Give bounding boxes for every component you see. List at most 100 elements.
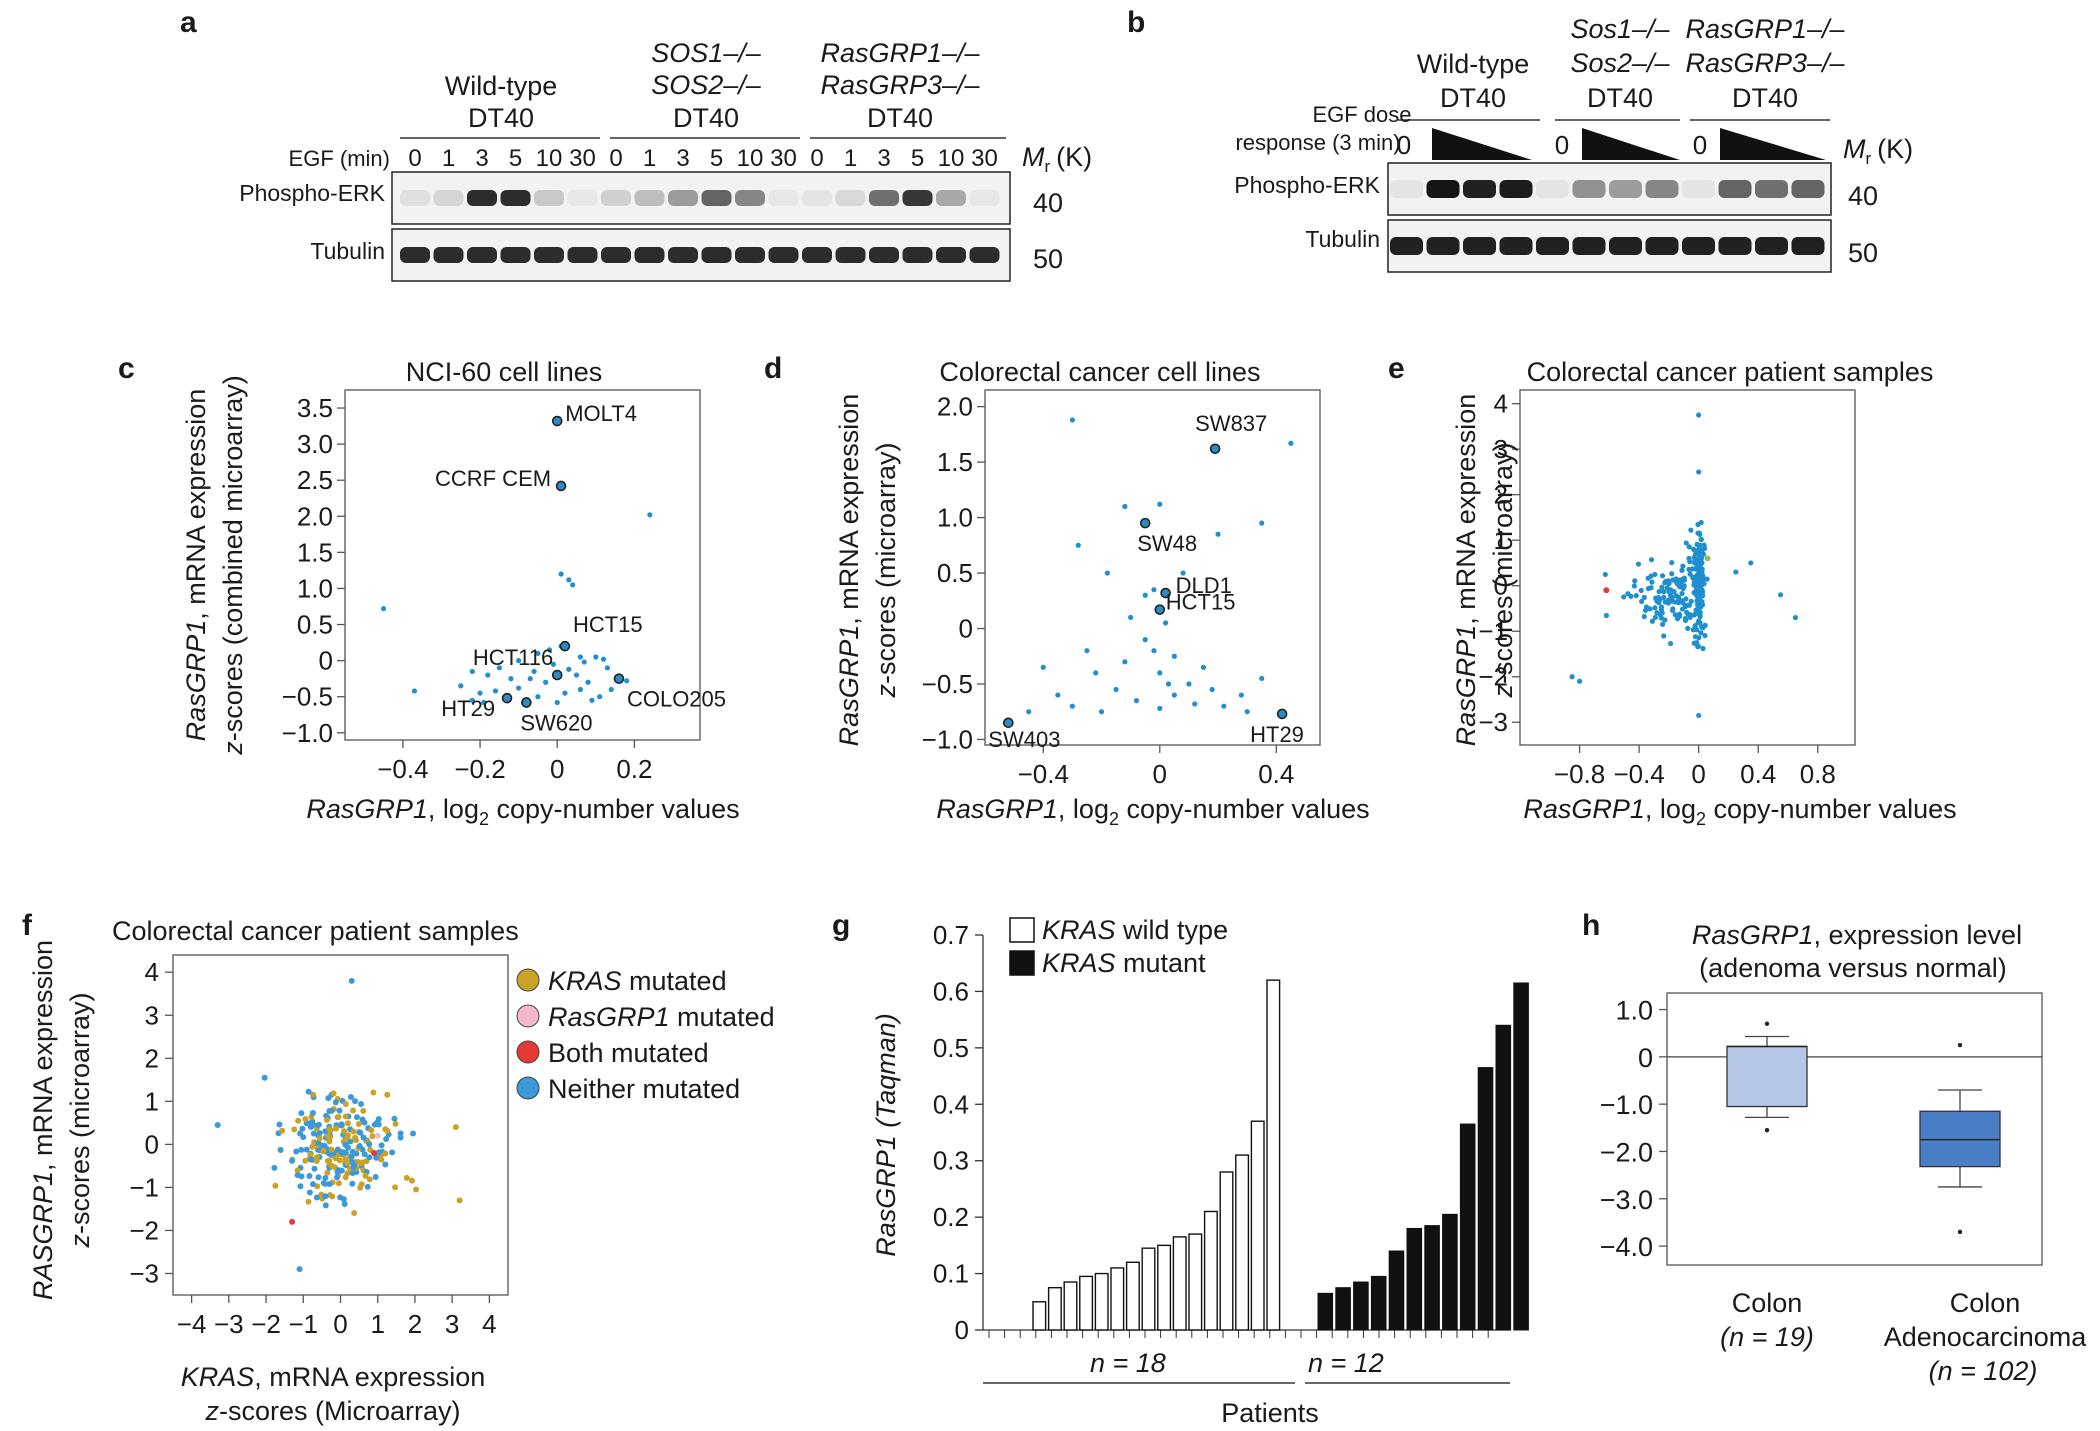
a-group-2-line1: SOS1–/– (651, 38, 762, 68)
e-point (1697, 531, 1703, 538)
e-point (1696, 469, 1702, 475)
f-point (330, 1090, 337, 1097)
f-point (350, 1128, 357, 1135)
d-x-tick-label: 0 (1153, 759, 1167, 789)
f-point (310, 1130, 317, 1137)
c-point (570, 582, 576, 588)
e-point (1748, 560, 1754, 566)
f-point (410, 1130, 417, 1137)
e-point (1649, 618, 1655, 624)
c-highlight-point (521, 697, 532, 708)
a-band (735, 247, 765, 263)
panel-letter-h: h (1582, 909, 1600, 942)
c-point (558, 571, 564, 577)
e-point (1602, 571, 1608, 578)
f-xlabel-line2: z-scores (Microarray) (204, 1396, 460, 1426)
f-legend-swatch (516, 1076, 540, 1100)
e-point (1677, 577, 1683, 583)
f-point (214, 1122, 221, 1128)
c-point-label: HCT15 (573, 612, 643, 637)
e-point (1687, 567, 1693, 573)
f-x-tick-label: −4 (177, 1309, 207, 1339)
e-point (1697, 593, 1703, 599)
f-point (342, 1149, 349, 1156)
e-point (1656, 588, 1662, 595)
a-timepoint-label: 10 (536, 145, 563, 172)
c-y-tick-label: 0.5 (297, 610, 333, 640)
f-point (413, 1186, 420, 1193)
b-band (1682, 237, 1715, 255)
e-point (1679, 567, 1685, 573)
a-timepoint-label: 5 (911, 145, 924, 172)
f-point (334, 1168, 341, 1175)
f-point (358, 1101, 365, 1108)
f-point (382, 1150, 389, 1157)
g-bar-wild-type (1047, 1286, 1062, 1331)
e-point (1699, 582, 1705, 588)
a-band (567, 190, 598, 206)
f-point (277, 1146, 284, 1153)
a-timepoint-label: 10 (938, 145, 965, 172)
f-point (384, 1127, 391, 1134)
a-band (634, 247, 665, 263)
e-point (1635, 561, 1642, 567)
c-point (600, 656, 607, 662)
f-point (408, 1177, 415, 1184)
f-point (294, 1172, 301, 1179)
c-point (481, 699, 487, 706)
e-point (1688, 598, 1694, 604)
c-point (380, 606, 387, 612)
c-point (546, 647, 553, 653)
c-x-tick-label: −0.4 (377, 754, 428, 784)
c-point (535, 650, 541, 657)
f-ylabel-line1: RASGRP1, mRNA expression (28, 940, 58, 1300)
c-point (585, 679, 591, 685)
e-point (1696, 603, 1703, 609)
g-y-tick-label: 0.4 (933, 1089, 969, 1119)
g-y-tick-label: 0 (955, 1315, 969, 1345)
f-point (351, 1162, 358, 1169)
e-point (1652, 614, 1658, 621)
c-point (496, 665, 502, 671)
d-point (1238, 692, 1244, 698)
b-group-3-line3: DT40 (1732, 83, 1798, 113)
f-point (335, 1180, 342, 1187)
e-y-tick-label: −3 (1478, 707, 1508, 737)
c-point (566, 577, 572, 583)
panel-letter-f: f (22, 909, 33, 942)
panel-f: f Colorectal cancer patient samples 4321… (22, 909, 775, 1426)
b-band (1572, 237, 1606, 255)
a-band (802, 190, 832, 206)
f-point (289, 1218, 296, 1225)
d-y-tick-label: 1.0 (937, 503, 973, 533)
h-y-tick-label: −1.0 (1600, 1090, 1653, 1120)
h-y-tick-label: −2.0 (1600, 1137, 1653, 1167)
c-highlight-point (613, 673, 625, 684)
a-timepoint-label: 3 (475, 145, 488, 172)
e-point (1669, 571, 1675, 577)
e-point (1639, 598, 1645, 605)
a-timepoint-label: 10 (737, 145, 764, 172)
f-point (328, 1162, 335, 1169)
f-point (344, 1170, 351, 1177)
a-row-label-phospho-erk: Phospho-ERK (239, 180, 385, 206)
e-point (1628, 593, 1634, 599)
e-point (1699, 560, 1705, 566)
c-x-tick-label: 0.2 (616, 754, 652, 784)
f-point (391, 1115, 398, 1122)
e-x-tick-label: −0.8 (1554, 759, 1605, 789)
a-band (835, 190, 866, 206)
b-band (1682, 180, 1715, 198)
g-bar-mutant (1370, 1275, 1387, 1331)
f-point (347, 1138, 354, 1145)
g-bar-mutant (1406, 1227, 1423, 1331)
b-band (1645, 237, 1679, 255)
e-point (1704, 576, 1710, 582)
f-point (350, 1107, 357, 1114)
h-y-tick-label: 0 (1638, 1043, 1653, 1073)
h-cat-2-line2: Adenocarcinoma (1884, 1322, 2088, 1352)
a-band (500, 190, 531, 206)
c-points: MOLT4 CCRF CEM HCT15 HCT116 HT29 SW620 COLO205 (380, 401, 726, 735)
f-point (369, 1133, 376, 1140)
e-point (1685, 625, 1691, 631)
